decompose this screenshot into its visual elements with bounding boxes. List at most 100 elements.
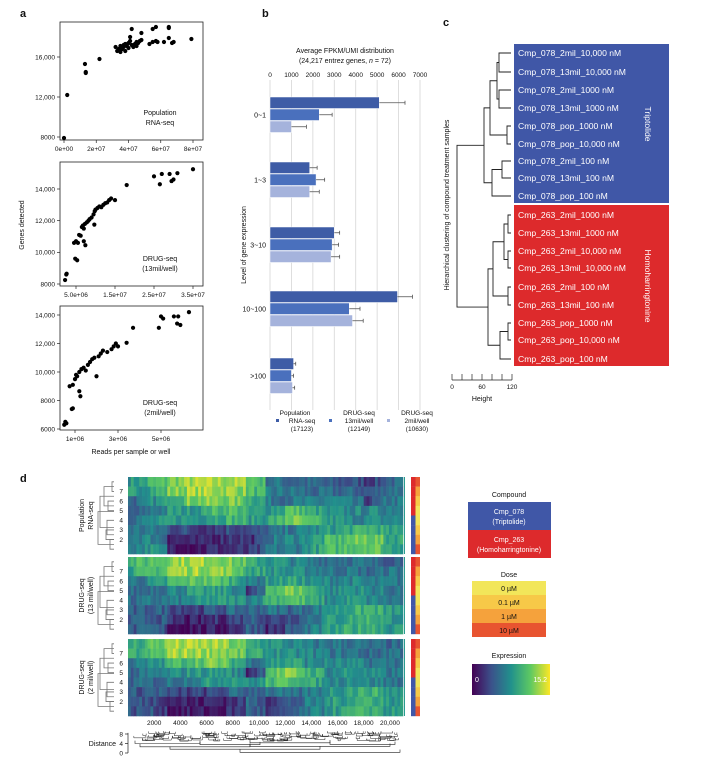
- bar: [269, 238, 333, 251]
- heatmap-cell: [301, 496, 306, 507]
- heatmap-cell: [369, 557, 373, 567]
- heatmap-cell: [400, 486, 404, 497]
- heatmap-cell: [223, 477, 227, 487]
- heatmap-cell: [133, 477, 137, 487]
- heatmap-cell: [198, 486, 202, 497]
- heatmap-cell: [282, 534, 286, 545]
- heatmap-cell: [332, 687, 336, 698]
- heatmap-cell: [248, 534, 252, 545]
- heatmap-cell: [195, 605, 199, 616]
- heatmap-cell: [220, 566, 224, 577]
- heatmap-cell: [304, 706, 308, 717]
- heatmap-cell: [282, 667, 286, 678]
- heatmap-cell: [200, 544, 205, 555]
- heatmap-cell: [383, 477, 387, 487]
- heatmap-cell: [268, 576, 272, 587]
- heatmap-cell: [279, 486, 283, 497]
- heatmap-cell: [212, 687, 216, 698]
- heatmap-cell: [330, 576, 334, 587]
- category-label: 1~3: [254, 178, 266, 185]
- heatmap-cell: [304, 496, 308, 507]
- heatmap-cell: [223, 696, 227, 707]
- heatmap-cell: [299, 585, 303, 596]
- heatmap-cell: [243, 667, 247, 678]
- heatmap-cell: [346, 576, 350, 587]
- heatmap-cell: [209, 505, 213, 516]
- heatmap-cell: [273, 557, 278, 567]
- heatmap-cell: [301, 525, 306, 536]
- heatmap-cell: [293, 505, 297, 516]
- compound-annotation-cell: [411, 505, 416, 516]
- compound-annotation-cell: [411, 696, 416, 707]
- heatmap-cell: [391, 486, 395, 497]
- heatmap-cell: [203, 639, 207, 649]
- heatmap-cell: [349, 486, 353, 497]
- heatmap-cell: [383, 696, 387, 707]
- heatmap-cell: [341, 525, 345, 536]
- heatmap-cell: [153, 525, 157, 536]
- heatmap-cell: [388, 576, 393, 587]
- data-point: [92, 355, 97, 360]
- heatmap-cell: [349, 544, 353, 555]
- heatmap-cell: [299, 515, 303, 526]
- heatmap-cell: [189, 505, 193, 516]
- heatmap-cell: [363, 534, 367, 545]
- heatmap-cell: [273, 515, 278, 526]
- heatmap-cell: [327, 496, 331, 507]
- heatmap-cell: [391, 639, 395, 649]
- heatmap-cell: [203, 687, 207, 698]
- heatmap-cell: [181, 677, 185, 688]
- distance-dendrogram-branch: [379, 737, 386, 741]
- heatmap-cell: [245, 477, 249, 487]
- heatmap-cell: [304, 585, 308, 596]
- heatmap-cell: [383, 595, 387, 606]
- heatmap-cell: [313, 687, 317, 698]
- heatmap-cell: [304, 477, 308, 487]
- heatmap-cell: [251, 566, 255, 577]
- heatmap-cell: [271, 515, 275, 526]
- heatmap-cell: [234, 557, 238, 567]
- heatmap-cell: [206, 515, 210, 526]
- heatmap-cell: [257, 544, 261, 555]
- heatmap-cell: [130, 687, 134, 698]
- heatmap-cell: [352, 639, 356, 649]
- heatmap-cell: [391, 525, 395, 536]
- heatmap-cell: [394, 477, 398, 487]
- heatmap-cell: [257, 595, 261, 606]
- heatmap-cell: [299, 624, 303, 635]
- distance-dendrogram-branch: [296, 734, 301, 737]
- heatmap-cell: [181, 585, 185, 596]
- heatmap-cell: [372, 477, 376, 487]
- heatmap-cell: [195, 624, 199, 635]
- heatmap-cell: [397, 687, 401, 698]
- dose-annotation-cell: [415, 576, 420, 587]
- heatmap-cell: [313, 515, 317, 526]
- heatmap-cell: [332, 696, 336, 707]
- distance-dendrogram-branch: [205, 735, 217, 738]
- distance-dendrogram-branch: [313, 733, 320, 736]
- heatmap-cell: [245, 706, 249, 717]
- heatmap-cell: [363, 677, 367, 688]
- heatmap-cell: [181, 687, 185, 698]
- heatmap-cell: [372, 605, 376, 616]
- heatmap-cell: [276, 534, 280, 545]
- heatmap-cell: [355, 557, 359, 567]
- heatmap-cell: [377, 477, 381, 487]
- heatmap-cell: [287, 477, 292, 487]
- heatmap-cell: [290, 505, 294, 516]
- heatmap-cell: [198, 648, 202, 659]
- heatmap-cell: [248, 595, 252, 606]
- heatmap-cell: [265, 544, 269, 555]
- dendrogram-branch: [501, 160, 511, 179]
- x-tick-label: 12,000: [275, 720, 295, 727]
- heatmap-cell: [324, 486, 328, 497]
- heatmap-cell: [400, 706, 404, 717]
- heatmap-cell: [243, 534, 247, 545]
- x-tick-label: 5.0e+06: [64, 292, 88, 299]
- dendrogram-branch: [491, 169, 511, 197]
- heatmap-cell: [229, 687, 233, 698]
- data-point: [128, 34, 133, 40]
- compound-annotation-cell: [411, 605, 416, 615]
- heatmap-cell: [380, 585, 384, 596]
